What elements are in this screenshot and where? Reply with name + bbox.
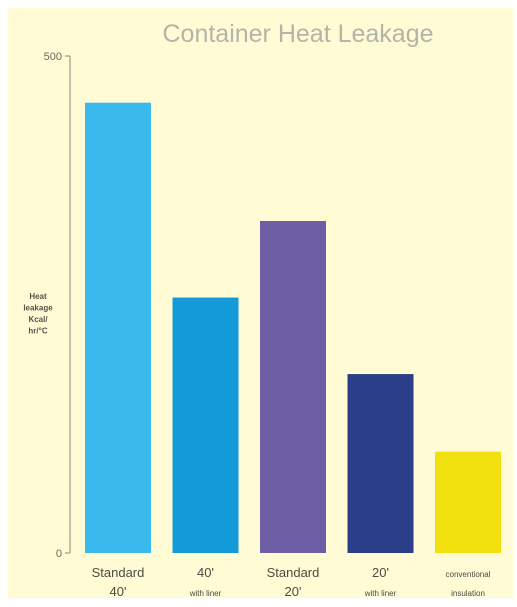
x-tick-sublabel: 20' <box>285 584 302 599</box>
x-axis-labels: Standard 40' 40' with liner Standard 20' 20' wi… <box>92 565 491 599</box>
y-axis-label: Heat leakage Kcal/hr/°C <box>23 292 53 336</box>
x-tick-label: conventional <box>446 570 491 579</box>
x-tick-label: Standard <box>92 565 145 580</box>
y-tick-label: 500 <box>44 51 62 63</box>
x-tick-label: 40' <box>197 565 214 580</box>
y-axis-label-line: Heat <box>29 292 47 301</box>
bar <box>85 102 151 553</box>
x-tick-sublabel: insulation <box>451 589 485 598</box>
x-tick-sublabel: with liner <box>364 589 397 598</box>
chart-title: Container Heat Leakage <box>162 20 433 48</box>
x-tick-label: Standard <box>267 565 320 580</box>
y-tick-label: 0 <box>56 548 62 560</box>
x-tick-sublabel: with liner <box>189 589 222 598</box>
bar <box>172 297 239 553</box>
y-axis-label-line: Kcal/ <box>28 315 48 324</box>
bars <box>85 102 501 553</box>
bar <box>260 221 326 553</box>
bar <box>435 451 501 553</box>
bar <box>347 374 414 553</box>
y-axis-label-line: leakage <box>23 304 53 313</box>
y-axis-label-line: hr/°C <box>28 327 47 336</box>
y-axis: 0 500 <box>44 51 71 560</box>
x-tick-sublabel: 40' <box>110 584 127 599</box>
x-tick-label: 20' <box>372 565 389 580</box>
